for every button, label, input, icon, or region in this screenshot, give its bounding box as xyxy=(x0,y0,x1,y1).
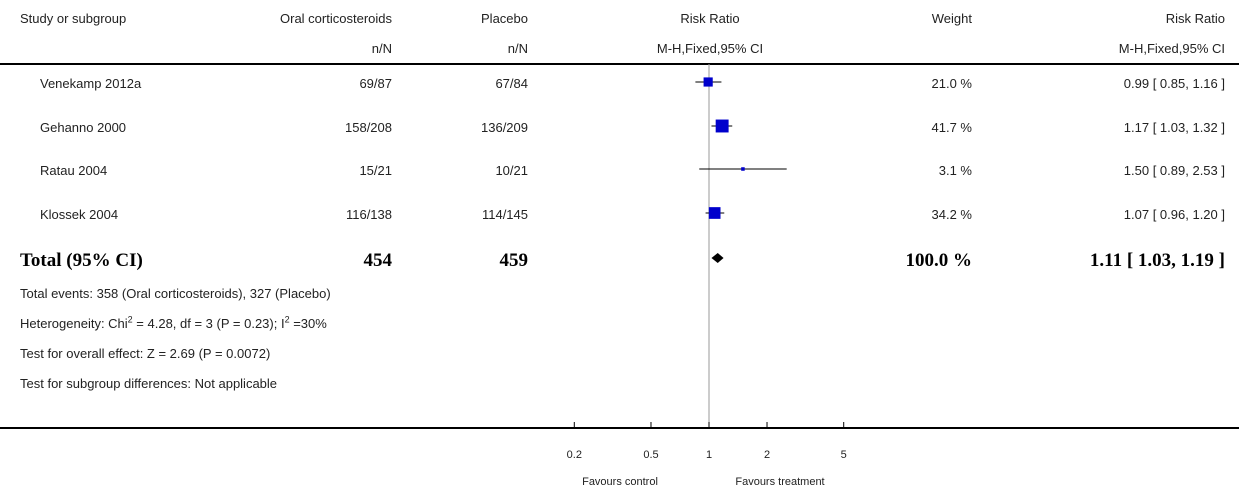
study-treat-events: 69/87 xyxy=(359,76,392,91)
study-ctrl-events: 10/21 xyxy=(495,163,528,178)
study-ctrl-events: 136/209 xyxy=(481,120,528,135)
study-ci: 1.17 [ 1.03, 1.32 ] xyxy=(1123,120,1225,135)
study-name: Gehanno 2000 xyxy=(40,120,127,135)
study-ci: 0.99 [ 0.85, 1.16 ] xyxy=(1123,76,1225,91)
header-weight: Weight xyxy=(931,11,972,26)
heterogeneity-note: Heterogeneity: Chi2 = 4.28, df = 3 (P = … xyxy=(20,314,327,331)
header-risk-ratio-right: Risk Ratio xyxy=(1165,11,1225,26)
header-risk-ratio-method: M-H,Fixed,95% CI xyxy=(656,41,764,56)
axis-tick-label: 2 xyxy=(764,449,770,461)
header-treatment-sub: n/N xyxy=(507,41,528,56)
study-name: Venekamp 2012a xyxy=(40,76,142,91)
study-ctrl-events: 67/84 xyxy=(495,76,528,91)
favours-control-label: Favours control xyxy=(582,476,658,488)
effect-square xyxy=(741,167,745,171)
study-treat-events: 15/21 xyxy=(359,163,392,178)
axis-tick-label: 5 xyxy=(841,449,847,461)
header-control: Placebo xyxy=(481,11,528,26)
favours-treatment-label: Favours treatment xyxy=(735,476,825,488)
effect-square xyxy=(708,207,721,219)
study-weight: 41.7 % xyxy=(931,120,972,135)
subgroup-differences-note: Test for subgroup differences: Not appli… xyxy=(20,376,278,391)
study-weight: 34.2 % xyxy=(931,207,972,222)
total-events-note: Total events: 358 (Oral corticosteroids)… xyxy=(20,286,331,301)
study-weight: 3.1 % xyxy=(938,163,972,178)
total-treat: 454 xyxy=(363,250,393,271)
study-ci: 1.50 [ 0.89, 2.53 ] xyxy=(1123,163,1225,178)
study-name: Ratau 2004 xyxy=(40,163,108,178)
header-risk-ratio: Risk Ratio xyxy=(680,11,740,26)
total-label: Total (95% CI) xyxy=(20,250,143,271)
effect-square xyxy=(703,77,713,87)
study-ci: 1.07 [ 0.96, 1.20 ] xyxy=(1123,207,1225,222)
effect-square xyxy=(715,119,729,133)
header-rule xyxy=(0,63,1239,65)
overall-effect-note: Test for overall effect: Z = 2.69 (P = 0… xyxy=(20,346,271,361)
total-weight: 100.0 % xyxy=(905,250,973,271)
header-treatment: Oral corticosteroids xyxy=(280,11,392,26)
axis-tick-label: 1 xyxy=(706,449,712,461)
axis-tick-label: 0.2 xyxy=(567,449,582,461)
study-treat-events: 116/138 xyxy=(345,207,392,222)
pooled-diamond xyxy=(711,253,724,263)
axis-tick-label: 0.5 xyxy=(643,449,658,461)
study-weight: 21.0 % xyxy=(931,76,972,91)
study-treat-events: 158/208 xyxy=(345,120,392,135)
study-ctrl-events: 114/145 xyxy=(481,207,528,222)
footer-rule xyxy=(0,427,1239,429)
total-ci: 1.11 [ 1.03, 1.19 ] xyxy=(1089,250,1225,271)
header-study: Study or subgroup xyxy=(20,11,127,26)
header-risk-ratio-right-method: M-H,Fixed,95% CI xyxy=(1118,41,1225,56)
study-name: Klossek 2004 xyxy=(40,207,119,222)
header-treatment-nn: n/N xyxy=(371,41,392,56)
total-ctrl: 459 xyxy=(499,250,529,271)
